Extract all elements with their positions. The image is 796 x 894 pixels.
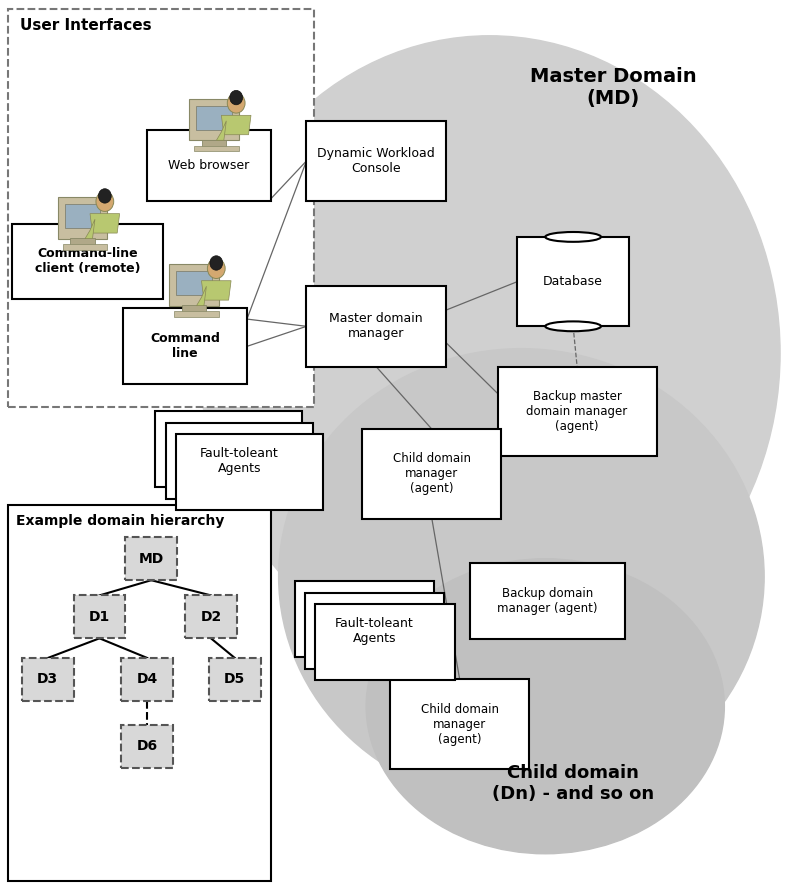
Text: Command
line: Command line bbox=[150, 333, 220, 360]
Text: Backup domain
manager (agent): Backup domain manager (agent) bbox=[497, 587, 598, 615]
Text: Child domain
(Dn) - and so on: Child domain (Dn) - and so on bbox=[492, 764, 654, 803]
Text: D6: D6 bbox=[137, 739, 158, 754]
FancyBboxPatch shape bbox=[147, 130, 271, 201]
FancyBboxPatch shape bbox=[155, 411, 302, 487]
FancyBboxPatch shape bbox=[8, 9, 314, 407]
FancyBboxPatch shape bbox=[470, 563, 625, 639]
FancyBboxPatch shape bbox=[73, 595, 126, 638]
Text: Fault-toleant
Agents: Fault-toleant Agents bbox=[335, 617, 414, 645]
Circle shape bbox=[210, 256, 223, 270]
Bar bbox=[181, 305, 206, 312]
Polygon shape bbox=[221, 115, 251, 135]
FancyBboxPatch shape bbox=[390, 679, 529, 769]
FancyBboxPatch shape bbox=[362, 429, 501, 519]
Text: D1: D1 bbox=[89, 610, 110, 624]
FancyBboxPatch shape bbox=[170, 264, 219, 306]
Polygon shape bbox=[85, 219, 95, 239]
Ellipse shape bbox=[545, 321, 601, 331]
FancyBboxPatch shape bbox=[306, 286, 446, 367]
Circle shape bbox=[99, 189, 111, 203]
FancyBboxPatch shape bbox=[315, 604, 455, 680]
Text: D3: D3 bbox=[37, 672, 58, 687]
Text: D2: D2 bbox=[201, 610, 221, 624]
FancyBboxPatch shape bbox=[126, 537, 178, 580]
FancyBboxPatch shape bbox=[295, 581, 434, 657]
Text: Example domain hierarchy: Example domain hierarchy bbox=[16, 514, 224, 528]
FancyBboxPatch shape bbox=[121, 725, 174, 768]
FancyBboxPatch shape bbox=[166, 423, 313, 499]
Ellipse shape bbox=[279, 349, 764, 805]
Circle shape bbox=[228, 93, 245, 114]
Ellipse shape bbox=[199, 36, 780, 670]
FancyBboxPatch shape bbox=[306, 121, 446, 201]
Text: MD: MD bbox=[139, 552, 164, 566]
Bar bbox=[70, 238, 95, 245]
Text: Command-line
client (remote): Command-line client (remote) bbox=[35, 248, 140, 275]
Circle shape bbox=[230, 90, 243, 105]
Text: Fault-toleant
Agents: Fault-toleant Agents bbox=[200, 447, 279, 475]
Text: Child domain
manager
(agent): Child domain manager (agent) bbox=[421, 703, 498, 746]
FancyBboxPatch shape bbox=[123, 308, 247, 384]
FancyBboxPatch shape bbox=[185, 595, 237, 638]
Text: Dynamic Workload
Console: Dynamic Workload Console bbox=[318, 147, 435, 175]
Text: Backup master
domain manager
(agent): Backup master domain manager (agent) bbox=[526, 390, 628, 433]
Polygon shape bbox=[90, 214, 119, 233]
Text: User Interfaces: User Interfaces bbox=[20, 18, 151, 33]
Ellipse shape bbox=[545, 232, 601, 241]
Text: D4: D4 bbox=[137, 672, 158, 687]
FancyBboxPatch shape bbox=[121, 658, 174, 701]
FancyBboxPatch shape bbox=[64, 204, 100, 228]
Bar bbox=[194, 146, 239, 151]
FancyBboxPatch shape bbox=[21, 658, 73, 701]
Bar bbox=[63, 244, 107, 249]
FancyBboxPatch shape bbox=[12, 224, 163, 299]
Text: Child domain
manager
(agent): Child domain manager (agent) bbox=[393, 452, 470, 495]
FancyBboxPatch shape bbox=[196, 105, 232, 130]
Polygon shape bbox=[197, 286, 206, 306]
Bar bbox=[517, 237, 629, 326]
Circle shape bbox=[208, 258, 225, 279]
Bar bbox=[174, 311, 219, 316]
FancyBboxPatch shape bbox=[305, 593, 444, 669]
FancyBboxPatch shape bbox=[209, 658, 260, 701]
Circle shape bbox=[96, 191, 114, 212]
Text: Master domain
manager: Master domain manager bbox=[330, 312, 423, 341]
Text: Master Domain
(MD): Master Domain (MD) bbox=[529, 67, 696, 108]
Ellipse shape bbox=[366, 559, 724, 854]
Text: Web browser: Web browser bbox=[168, 159, 250, 172]
Polygon shape bbox=[217, 121, 226, 140]
FancyBboxPatch shape bbox=[176, 434, 323, 510]
FancyBboxPatch shape bbox=[189, 98, 239, 140]
Text: D5: D5 bbox=[224, 672, 245, 687]
Text: Database: Database bbox=[543, 275, 603, 288]
Polygon shape bbox=[201, 281, 231, 300]
FancyBboxPatch shape bbox=[8, 505, 271, 881]
FancyBboxPatch shape bbox=[58, 197, 107, 239]
FancyBboxPatch shape bbox=[176, 271, 212, 295]
Bar bbox=[201, 139, 226, 147]
FancyBboxPatch shape bbox=[498, 367, 657, 456]
